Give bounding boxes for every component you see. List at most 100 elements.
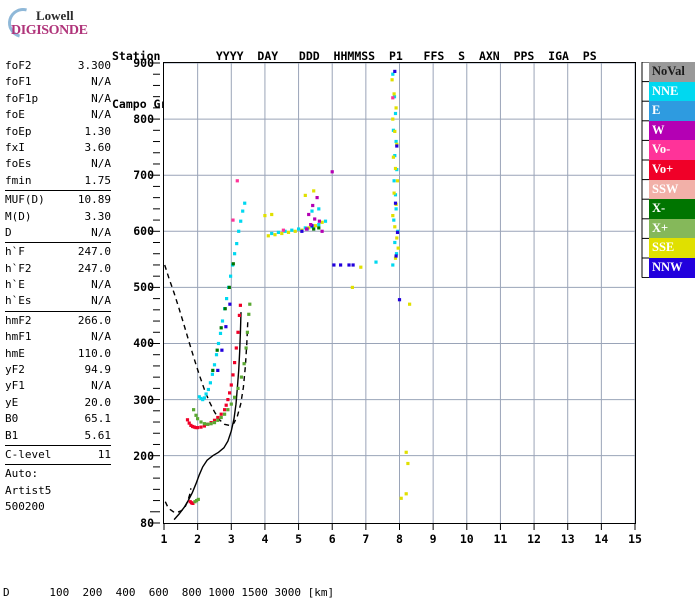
legend-item-vo-[interactable]: Vo+ [649,159,695,180]
param-key: fxI [5,140,25,154]
param-value: 5.61 [84,428,112,442]
param-group-separator [5,444,111,446]
series-sporadic-spread-echoes-nnw-blue- [216,69,402,372]
param-key: hmE [5,346,25,360]
param-row: h`F2 247.0 [3,261,113,277]
x-axis-label: 7 [362,532,370,546]
param-row: foE N/A [3,107,113,123]
y-axis-label: 600 [133,224,154,239]
grid-lines [164,63,635,523]
ionospheric-parameters-panel: foF2 3.300 foF1 N/A foF1p N/A foE N/A foEp 1.30 fx… [3,58,113,516]
param-value: 20.0 [84,395,112,409]
x-axis-label: 3 [227,532,235,546]
param-key: h`E [5,278,25,292]
param-row: foF1 N/A [3,74,113,90]
param-row: foEs N/A [3,156,113,172]
param-key: h`F2 [5,261,32,275]
param-value: N/A [91,91,111,105]
footer-distance-row: D 100 200 400 600 800 1000 1500 3000 [km… [3,586,335,599]
legend-item-sse[interactable]: SSE [649,238,695,258]
y-axis-label: 80 [140,516,154,530]
legend-item-vo-[interactable]: Vo- [649,140,695,160]
param-value: 65.1 [84,412,112,426]
electron-density-profile-solid [173,312,242,521]
param-key: D [5,225,12,239]
param-value: 10.89 [77,193,111,207]
legend-item-noval[interactable]: NoVal [649,62,695,82]
param-row: foF2 3.300 [3,58,113,74]
x-axis-label: 4 [261,532,269,546]
series-sporadic-spread-echoes-sse-yellow- [263,78,412,500]
legend-item-x-[interactable]: X- [649,199,695,219]
footer-info: D 100 200 400 600 800 1000 1500 3000 [km… [3,558,585,600]
param-group-separator [5,242,111,244]
param-key: hmF1 [5,330,32,344]
series-o-trace-f-layer-vo-red- [185,303,242,430]
param-value: N/A [91,278,111,292]
param-row: yF2 94.9 [3,362,113,378]
x-axis-label: 6 [328,532,336,546]
param-row: foF1p N/A [3,91,113,107]
param-group-separator [5,464,111,466]
legend-item-ssw[interactable]: SSW [649,179,695,200]
header-labels-row: Station YYYY DAY DDD HHMMSS P1 FFS S AXN… [112,49,597,63]
param-value: 110.0 [77,346,111,360]
ionogram-plot-area[interactable] [163,62,636,524]
param-key: C-level [5,447,52,461]
param-key: yF2 [5,363,25,377]
param-value: 1.30 [84,124,112,138]
legend-item-w[interactable]: W [649,120,695,141]
param-row: hmF1 N/A [3,329,113,345]
param-row: h`Es N/A [3,293,113,309]
legend-item-x-[interactable]: X+ [649,218,695,239]
y-axis-label: 400 [133,336,154,351]
param-row: M(D) 3.30 [3,209,113,225]
legend-item-e[interactable]: E [649,101,695,121]
y-axis-label: 500 [133,280,154,295]
param-row: h`E N/A [3,277,113,293]
param-key: foEp [5,124,32,138]
y-axis-label: 700 [133,168,154,183]
legend-item-nne[interactable]: NNE [649,81,695,102]
logo-digisonde-text: DIGISONDE [11,23,88,38]
param-value: N/A [91,225,111,239]
param-row: fmin 1.75 [3,173,113,189]
group-height-profile-dashed-upper [164,264,249,427]
x-axis-label: 11 [493,532,508,546]
param-value: 266.0 [77,313,111,327]
y-axis-label: 200 [133,448,154,463]
param-key: foF1 [5,75,32,89]
x-axis-label: 14 [594,532,609,546]
series-sporadic-spread-echoes-vo-pink- [231,96,395,232]
param-key: M(D) [5,209,32,223]
param-row: hmF2 266.0 [3,313,113,329]
param-value: 3.300 [77,59,111,72]
param-group-separator [5,190,111,192]
param-value: N/A [91,157,111,171]
x-axis-label: 10 [459,532,474,546]
param-row: yE 20.0 [3,395,113,411]
lowell-digisonde-logo: Lowell DIGISONDE [2,2,124,44]
param-key: yE [5,395,19,409]
param-key: B1 [5,428,19,442]
x-axis-label: 13 [560,532,575,546]
param-key: MUF(D) [5,193,45,207]
legend-item-nnw[interactable]: NNW [649,257,695,278]
param-row: D N/A [3,225,113,241]
series-scatter-x-dark-green- [211,226,321,372]
series-e-layer-trace-x-green- [193,497,200,504]
param-value: N/A [91,379,111,393]
x-axis-label: 5 [295,532,303,546]
param-row: fxI 3.60 [3,140,113,156]
param-value: N/A [91,330,111,344]
lower-dashed-profile [164,488,192,514]
param-row: MUF(D) 10.89 [3,192,113,208]
param-key: h`F [5,245,25,259]
legend-tick-marks [641,62,650,278]
x-axis-frequency-mhz: 1 2 3 4 5 6 7 8 9 10 11 12 13 14 15 [161,524,642,546]
param-value: 247.0 [77,245,111,259]
param-value: N/A [91,108,111,122]
x-axis-label: 9 [429,532,437,546]
y-axis-label: 300 [133,392,154,407]
param-row: h`F 247.0 [3,244,113,260]
